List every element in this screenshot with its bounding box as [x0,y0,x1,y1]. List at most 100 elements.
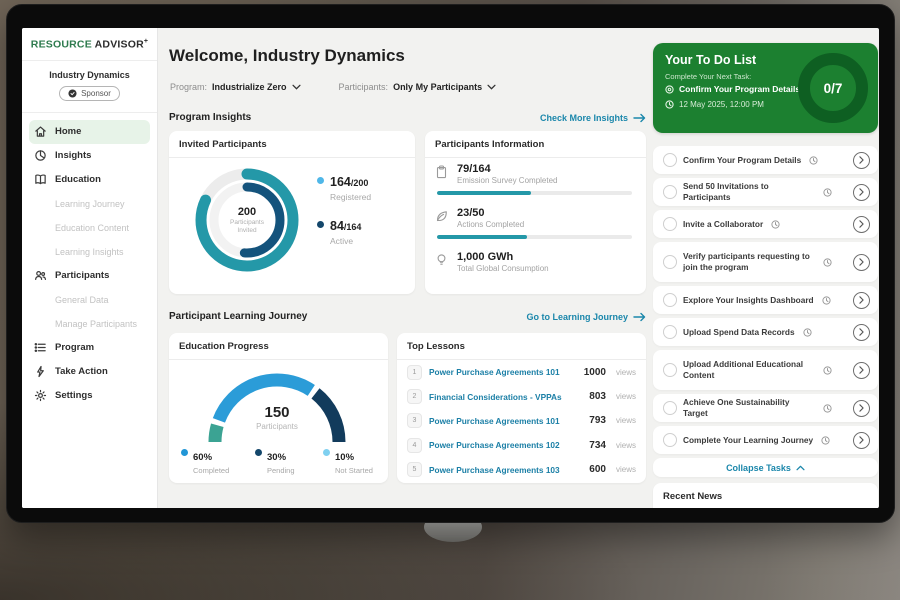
lesson-link[interactable]: Power Purchase Agreements 101 [429,367,560,378]
monitor-bezel: RESOURCE ADVISOR+ Industry Dynamics Spon… [6,4,895,523]
registered-of: /200 [350,178,369,188]
task-checkbox[interactable] [663,293,677,307]
lesson-link[interactable]: Power Purchase Agreements 103 [429,464,560,475]
task-open-button[interactable] [853,151,870,169]
sidebar-item-general-data[interactable]: General Data [22,288,157,312]
card-title: Education Progress [169,333,388,360]
task-checkbox[interactable] [663,325,677,339]
rank-badge: 5 [407,462,422,478]
invited-legend: 164/200 Registered 84/164 Active [317,173,371,246]
task-open-button[interactable] [853,323,870,341]
task-checkbox[interactable] [663,185,677,199]
task-open-button[interactable] [853,431,870,449]
sidebar-item-education-content[interactable]: Education Content [22,216,157,240]
consumption-label: Total Global Consumption [457,264,549,273]
sidebar-item-participants[interactable]: Participants [22,264,157,288]
gauge-label: Participants [256,422,298,431]
task-checkbox[interactable] [663,217,677,231]
sidebar-item-home[interactable]: Home [29,119,150,144]
participants-information-card: Participants Information 79/164 Emission… [425,131,646,294]
actions-completed-bar [437,235,632,239]
task-checkbox[interactable] [663,363,677,377]
participants-select[interactable]: Participants: Only My Participants [339,82,497,92]
task-open-button[interactable] [853,291,870,309]
gauge-value: 150 [264,404,290,421]
task-open-button[interactable] [853,215,870,233]
task-label: Verify participants requesting to join t… [683,251,810,272]
task-checkbox[interactable] [663,255,677,269]
check-more-insights-link[interactable]: Check More Insights [540,113,646,123]
task-checkbox[interactable] [663,401,677,415]
sidebar-item-program[interactable]: Program [22,336,157,360]
sidebar-item-label: Learning Insights [55,246,124,257]
task-row[interactable]: Confirm Your Program Details [653,146,878,174]
task-open-button[interactable] [853,399,870,417]
task-label: Explore Your Insights Dashboard [683,294,814,305]
completed-label: Completed [193,466,230,475]
task-row[interactable]: Upload Additional Educational Content [653,350,878,390]
app-logo: RESOURCE ADVISOR+ [22,28,157,61]
lesson-row: 1 Power Purchase Agreements 101 1000 vie… [397,360,646,384]
settings-icon [34,389,47,402]
clock-icon [821,435,830,445]
collapse-tasks-link[interactable]: Collapse Tasks [653,458,878,477]
task-row[interactable]: Verify participants requesting to join t… [653,242,878,282]
sponsor-badge[interactable]: Sponsor [59,85,120,101]
education-gauge-chart: 150 Participants [197,362,357,450]
views-word: views [615,465,636,475]
sidebar-nav: Home Insights Education Learning Journey… [22,119,157,408]
card-title: Top Lessons [397,333,646,360]
sidebar-item-label: Take Action [55,366,108,377]
task-open-button[interactable] [853,183,870,201]
task-row[interactable]: Upload Spend Data Records [653,318,878,346]
task-row[interactable]: Explore Your Insights Dashboard [653,286,878,314]
sidebar-item-learning-insights[interactable]: Learning Insights [22,240,157,264]
sidebar-item-education[interactable]: Education [22,168,157,192]
take-action-icon [34,365,47,378]
lesson-link[interactable]: Financial Considerations - VPPAs [429,391,562,402]
consumption-value: 1,000 GWh [457,251,514,263]
chevron-up-icon [796,465,805,470]
task-label: Send 50 Invitations to Participants [683,181,769,202]
leaf-icon [435,209,448,223]
logo-text-green: RESOURCE [30,38,92,51]
logo-plus: + [143,38,149,45]
sidebar-item-label: Settings [55,390,93,401]
task-open-button[interactable] [853,361,870,379]
sidebar-item-settings[interactable]: Settings [22,384,157,408]
task-open-button[interactable] [853,253,870,271]
sidebar-item-insights[interactable]: Insights [22,144,157,168]
task-label: Achieve One Sustainability Target [683,397,790,418]
go-to-learning-journey-link[interactable]: Go to Learning Journey [526,312,646,322]
program-select[interactable]: Program: Industrialize Zero [170,82,301,92]
task-checkbox[interactable] [663,433,677,447]
chevron-down-icon [291,84,301,90]
lesson-link[interactable]: Power Purchase Agreements 102 [429,440,560,451]
home-icon [34,125,47,138]
page-title: Welcome, Industry Dynamics [169,46,405,65]
registered-dot [317,177,324,184]
lesson-views: 803 [589,391,606,403]
recent-news-card: Recent News [653,483,878,508]
registered-value: 164 [330,175,351,189]
filters-row: Program: Industrialize Zero Participants… [170,82,496,92]
task-checkbox[interactable] [663,153,677,167]
task-row[interactable]: Invite a Collaborator [653,210,878,238]
task-label: Invite a Collaborator [683,218,764,229]
sidebar-item-learning-journey[interactable]: Learning Journey [22,192,157,216]
task-row[interactable]: Complete Your Learning Journey [653,426,878,454]
actions-completed-value: 23/50 [457,207,485,219]
lesson-row: 2 Financial Considerations - VPPAs 803 v… [397,384,646,408]
task-row[interactable]: Send 50 Invitations to Participants [653,178,878,206]
lesson-link[interactable]: Power Purchase Agreements 101 [429,415,560,426]
legend-item-completed: 60% Completed [181,447,255,475]
sidebar-item-manage-participants[interactable]: Manage Participants [22,312,157,336]
program-select-value: Industrialize Zero [212,82,287,92]
task-label: Upload Spend Data Records [683,326,795,337]
sidebar-item-take-action[interactable]: Take Action [22,360,157,384]
emission-survey-value: 79/164 [457,163,491,175]
task-row[interactable]: Achieve One Sustainability Target [653,394,878,422]
card-title: Recent News [653,483,878,508]
emission-survey-label: Emission Survey Completed [457,176,558,185]
task-label: Upload Additional Educational Content [683,359,803,380]
